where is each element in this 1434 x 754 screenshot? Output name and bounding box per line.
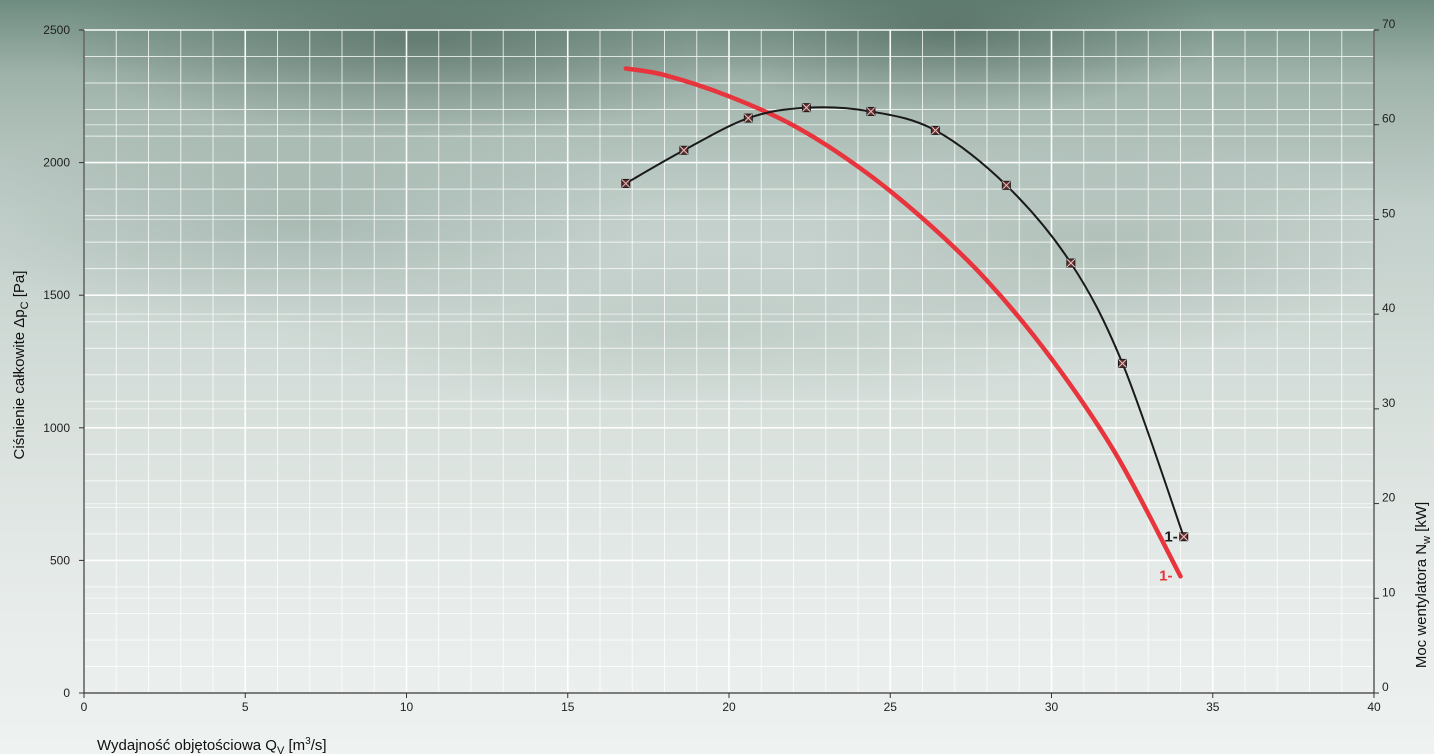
x-axis-title-sup: 3 [305, 736, 311, 747]
x-axis-title-main: Wydajność objętościowa Q [97, 737, 277, 754]
y-left-tick-label: 1000 [43, 421, 70, 435]
x-tick-label: 15 [561, 700, 575, 714]
data-point-marker [930, 125, 940, 135]
marker-cross [621, 179, 631, 188]
data-point-marker [679, 145, 689, 155]
marker-cross [743, 113, 753, 123]
y-right-tick-label: 20 [1382, 491, 1396, 505]
y-right-tick-label: 0 [1382, 680, 1389, 694]
data-point-marker [621, 178, 631, 188]
grid [83, 29, 1375, 694]
marker-cross [802, 103, 811, 113]
x-tick-label: 40 [1367, 700, 1381, 714]
y-left-tick-label: 2500 [43, 23, 70, 37]
marker-cross [679, 145, 689, 155]
data-point-marker [1117, 358, 1127, 368]
y-right-title-sub: w [1421, 536, 1433, 545]
marker-cross [866, 107, 876, 116]
y-left-tick-label: 500 [50, 553, 70, 567]
y-right-tick-label: 60 [1382, 112, 1396, 126]
x-axis-title: Wydajność objętościowa QV [m3/s] [97, 736, 327, 754]
y-right-title-main: Moc wentylatora N [1413, 544, 1430, 668]
data-point-marker [801, 103, 811, 113]
data-point-marker [743, 113, 753, 123]
marker-cross [1001, 180, 1011, 190]
marker-cross [931, 126, 940, 135]
x-tick-label: 20 [722, 700, 736, 714]
data-point-marker [866, 106, 876, 116]
data-point-marker [1066, 258, 1076, 268]
y-right-title-unit: [kW] [1413, 502, 1430, 536]
y-left-tick-label: 2000 [43, 156, 70, 170]
y-left-tick-label: 1500 [43, 288, 70, 302]
axis-labels: Wydajność objętościowa QV [m3/s] Ciśnieni… [11, 271, 1433, 754]
marker-cross [1066, 258, 1076, 268]
y-right-tick-label: 10 [1382, 585, 1396, 599]
y-right-tick-label: 30 [1382, 396, 1396, 410]
y-axis-right-title: Moc wentylatora Nw [kW] [1413, 502, 1433, 668]
y-axis-left-title: Ciśnienie całkowite ΔpC [Pa] [11, 271, 31, 460]
y-left-title-unit: [Pa] [11, 271, 28, 302]
axes: 0 5 10 15 20 25 30 35 40050010001500200025000102… [43, 17, 1395, 714]
x-axis-title-unit-end: /s] [311, 737, 327, 754]
marker-cross [1179, 532, 1189, 542]
y-right-tick-label: 50 [1382, 206, 1396, 220]
data-point-marker [1001, 180, 1011, 190]
marker-cross [1118, 359, 1127, 368]
y-left-title-main: Ciśnienie całkowite Δp [11, 309, 28, 459]
x-tick-label: 5 [242, 700, 249, 714]
y-left-title-sub: C [19, 301, 31, 309]
x-axis-title-sub: V [277, 745, 285, 754]
pressure-curve-label: 1- [1159, 567, 1172, 584]
y-right-tick-label: 70 [1382, 17, 1396, 31]
x-tick-label: 30 [1045, 700, 1059, 714]
power-curve-label: 1- [1164, 529, 1177, 546]
x-tick-label: 0 [81, 700, 88, 714]
x-tick-label: 25 [884, 700, 898, 714]
x-tick-label: 10 [400, 700, 414, 714]
y-right-tick-label: 40 [1382, 301, 1396, 315]
x-tick-label: 35 [1206, 700, 1220, 714]
data-point-marker [1179, 532, 1189, 542]
series: 1- 1- [621, 66, 1189, 584]
x-axis-title-unit: [m [284, 737, 305, 754]
y-left-tick-label: 0 [63, 686, 70, 700]
pressure-curve-line [623, 66, 1183, 579]
